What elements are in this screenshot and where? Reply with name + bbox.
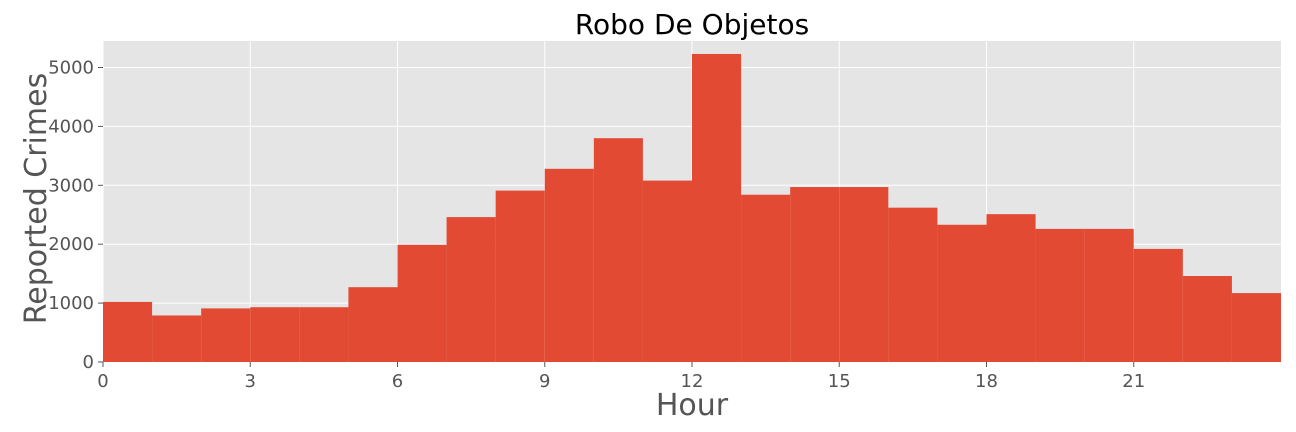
histogram-bar bbox=[495, 190, 545, 362]
y-tick-label: 4000 bbox=[48, 116, 94, 137]
y-tick-label: 5000 bbox=[48, 58, 94, 79]
histogram-bar bbox=[299, 307, 349, 362]
x-tick-label: 21 bbox=[1122, 371, 1145, 392]
histogram-bar bbox=[103, 301, 153, 362]
histogram-bar bbox=[397, 244, 447, 362]
chart-title: Robo De Objetos bbox=[575, 8, 809, 41]
histogram-bar bbox=[446, 217, 496, 362]
histogram-bar bbox=[544, 168, 594, 362]
histogram-bar bbox=[1182, 276, 1232, 362]
histogram-bar bbox=[888, 207, 938, 362]
histogram-bar bbox=[593, 138, 643, 362]
histogram-bar bbox=[1231, 293, 1281, 362]
histogram-bar bbox=[839, 187, 889, 362]
histogram-bar bbox=[790, 187, 840, 362]
histogram-bar bbox=[986, 214, 1036, 362]
histogram-bar bbox=[152, 315, 202, 362]
histogram-bar bbox=[348, 287, 398, 362]
histogram-bar bbox=[201, 308, 251, 362]
y-tick-label: 2000 bbox=[48, 234, 94, 255]
y-tick-label: 3000 bbox=[48, 175, 94, 196]
x-tick-label: 6 bbox=[392, 371, 403, 392]
x-tick-label: 9 bbox=[539, 371, 550, 392]
y-axis-ticks: 0 1000 2000 3000 4000 5000 bbox=[48, 58, 103, 373]
bar-series bbox=[103, 53, 1281, 363]
histogram-bar bbox=[1133, 248, 1183, 362]
x-axis-label: Hour bbox=[656, 388, 729, 423]
histogram-bar bbox=[250, 307, 300, 362]
histogram-bar bbox=[937, 224, 987, 362]
histogram-bar bbox=[741, 194, 791, 362]
histogram-bar bbox=[1084, 228, 1134, 362]
x-tick-label: 3 bbox=[245, 371, 256, 392]
y-tick-label: 1000 bbox=[48, 293, 94, 314]
x-tick-label: 15 bbox=[828, 371, 851, 392]
histogram-bar bbox=[642, 180, 692, 362]
x-axis-ticks: 0 3 6 9 12 15 18 21 bbox=[97, 362, 1145, 392]
x-tick-label: 18 bbox=[975, 371, 998, 392]
x-tick-label: 12 bbox=[681, 371, 704, 392]
y-tick-label: 0 bbox=[83, 352, 94, 373]
x-tick-label: 0 bbox=[97, 371, 108, 392]
histogram-bar bbox=[692, 53, 742, 363]
histogram-bar bbox=[1035, 228, 1085, 362]
y-axis-label: Reported Crimes bbox=[19, 73, 54, 324]
